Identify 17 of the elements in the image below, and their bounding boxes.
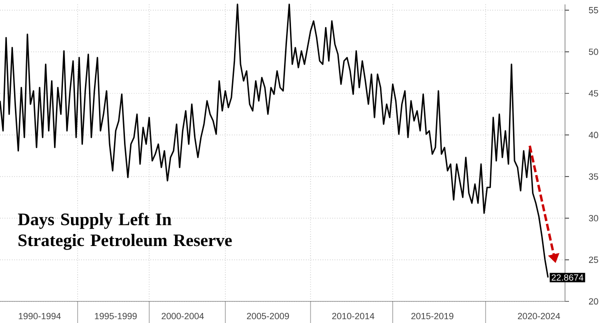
y-tick-label: 20 [588,298,598,305]
x-tick-label: 2020-2024 [518,312,560,320]
y-tick-label: 55 [588,7,598,14]
y-tick-label: 30 [588,214,598,222]
x-tick-label: 1995-1999 [94,312,137,320]
y-tick-label: 35 [588,173,598,180]
y-tick-label: 25 [588,256,598,263]
x-tick-label: 2005-2009 [246,312,289,320]
x-tick-label: 2010-2014 [332,312,374,320]
y-tick-label: 45 [588,90,598,97]
x-tick-label: 2015-2019 [411,312,454,320]
text: Days Supply Left In Strategic Petroleum Reserve [18,212,232,250]
x-tick-label: 2000-2004 [162,312,204,320]
data-label: 22.8674 [552,274,584,281]
y-tick-label: 40 [588,132,598,138]
x-tick-label: 1990-1994 [18,312,61,320]
y-tick-label: 50 [588,48,598,55]
